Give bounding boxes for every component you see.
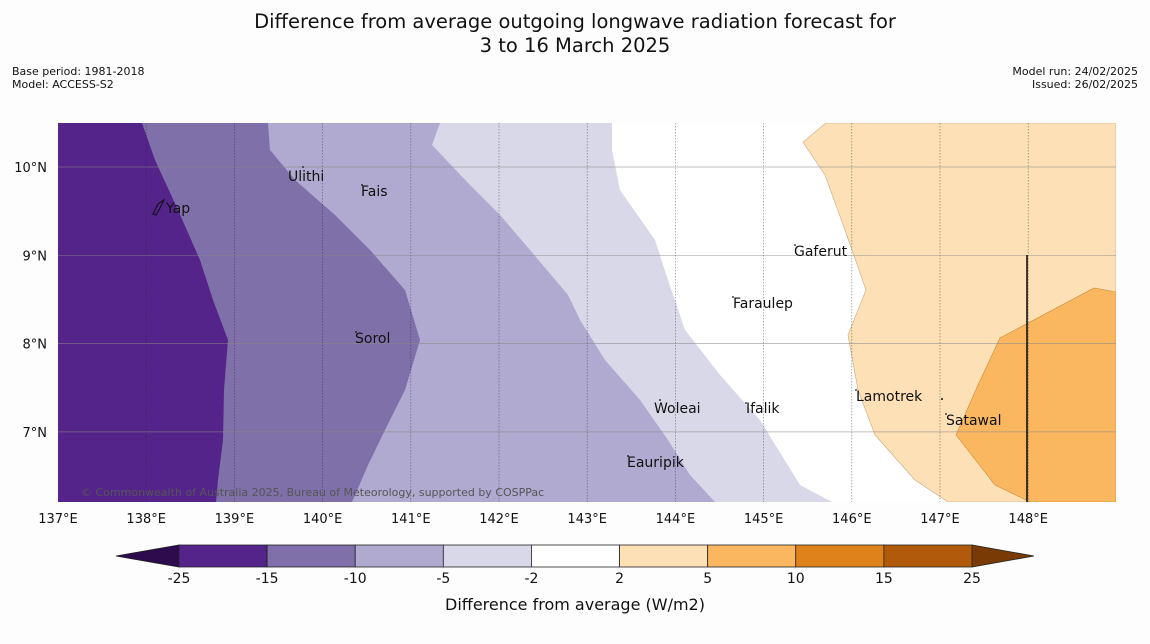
base-period: Base period: 1981-2018 [12, 65, 145, 78]
longitude-label: 143°E [567, 512, 607, 527]
gaferut-marker [794, 244, 796, 246]
colorbar-segment [619, 544, 709, 568]
issued-date: Issued: 26/02/2025 [1031, 78, 1138, 91]
colorbar-title: Difference from average (W/m2) [445, 595, 705, 614]
latitude-label: 9°N [23, 249, 48, 264]
latitude-tick-labels: 10°N 9°N 8°N 7°N [14, 161, 47, 441]
place-label: Eauripik [627, 455, 685, 471]
colorbar-segment [795, 544, 885, 568]
place-label: Gaferut [794, 244, 848, 260]
meta-left: Base period: 1981-2018 Model: ACCESS-S2 [12, 65, 144, 91]
map-area: Yap Ulithi Fais Gaferut Faraulep Sorol W… [58, 123, 1116, 502]
meta-right: Model run: 24/02/2025 Issued: 26/02/2025 [1012, 65, 1138, 91]
colorbar-tick-label: 10 [787, 571, 805, 587]
colorbar-tick-label: -10 [344, 571, 367, 587]
colorbar-segment [354, 544, 444, 568]
colorbar-tick-label: 15 [875, 571, 893, 587]
longitude-label: 148°E [1008, 512, 1048, 527]
colorbar-segment [266, 544, 356, 568]
colorbar-segments [115, 544, 1035, 568]
colorbar-segment [707, 544, 797, 568]
colorbar-tick-label: 25 [963, 571, 981, 587]
model-run: Model run: 24/02/2025 [1012, 65, 1138, 78]
latitude-label: 8°N [23, 338, 48, 353]
colorbar-tick-label: 2 [615, 571, 624, 587]
sorol-marker [355, 331, 357, 333]
eauripik-marker [627, 455, 629, 457]
colorbar: -25 -15 -10 -5 -2 2 5 10 15 25 Difference from av… [115, 544, 1035, 614]
woleai-marker [659, 399, 661, 401]
place-label: Yap [165, 201, 190, 217]
colorbar-tick-label: 5 [703, 571, 712, 587]
yap-island-outline [152, 198, 166, 216]
contour-5-to-10 [955, 287, 1116, 502]
longitude-tick-labels: 137°E 138°E 139°E 140°E 141°E 142°E 143°E 144°E… [38, 512, 1048, 527]
place-label: Sorol [355, 331, 390, 347]
colorbar-extend-high [971, 544, 1035, 568]
colorbar-extend-low [115, 544, 180, 568]
longitude-label: 146°E [832, 512, 872, 527]
ifalik-marker [745, 402, 747, 404]
model-name: Model: ACCESS-S2 [12, 78, 114, 91]
contour-minus15-to-minus25 [58, 123, 228, 502]
colorbar-labels: -25 -15 -10 -5 -2 2 5 10 15 25 [168, 571, 981, 587]
islet-marker [941, 398, 943, 400]
colorbar-tick-label: -15 [256, 571, 279, 587]
longitude-label: 144°E [656, 512, 696, 527]
title-line-1: Difference from average outgoing longwav… [254, 10, 896, 33]
longitude-label: 142°E [479, 512, 519, 527]
colorbar-tick-label: -25 [168, 571, 191, 587]
longitude-label: 145°E [744, 512, 784, 527]
colorbar-segment [531, 544, 620, 568]
title-line-2: 3 to 16 March 2025 [479, 34, 671, 57]
place-label: Ulithi [288, 169, 324, 185]
longitude-label: 139°E [215, 512, 255, 527]
latitude-label: 10°N [14, 161, 47, 176]
longitude-label: 141°E [391, 512, 431, 527]
longitude-label: 140°E [303, 512, 343, 527]
colorbar-segment [178, 544, 268, 568]
lamotrek-marker [855, 389, 857, 391]
colorbar-tick-label: -5 [436, 571, 450, 587]
longitude-label: 147°E [920, 512, 960, 527]
longitude-label: 137°E [38, 512, 78, 527]
latitude-label: 7°N [23, 426, 48, 441]
faraulep-marker [732, 296, 734, 298]
copyright-notice: © Commonwealth of Australia 2025, Bureau… [81, 486, 544, 499]
place-label: Lamotrek [856, 389, 923, 405]
place-label: Ifalik [746, 401, 780, 417]
graticule [58, 123, 1116, 502]
satawal-marker [945, 413, 947, 415]
colorbar-segment [883, 544, 973, 568]
colorbar-tick-label: -2 [524, 571, 538, 587]
place-label: Fais [361, 184, 388, 200]
ulithi-marker [302, 166, 304, 168]
place-label: Satawal [946, 413, 1001, 429]
colorbar-segment [442, 544, 532, 568]
place-label: Woleai [654, 401, 701, 417]
map-title: Difference from average outgoing longwav… [0, 10, 1150, 58]
longitude-label: 138°E [126, 512, 166, 527]
fais-marker [361, 184, 363, 186]
place-label: Faraulep [733, 296, 793, 312]
